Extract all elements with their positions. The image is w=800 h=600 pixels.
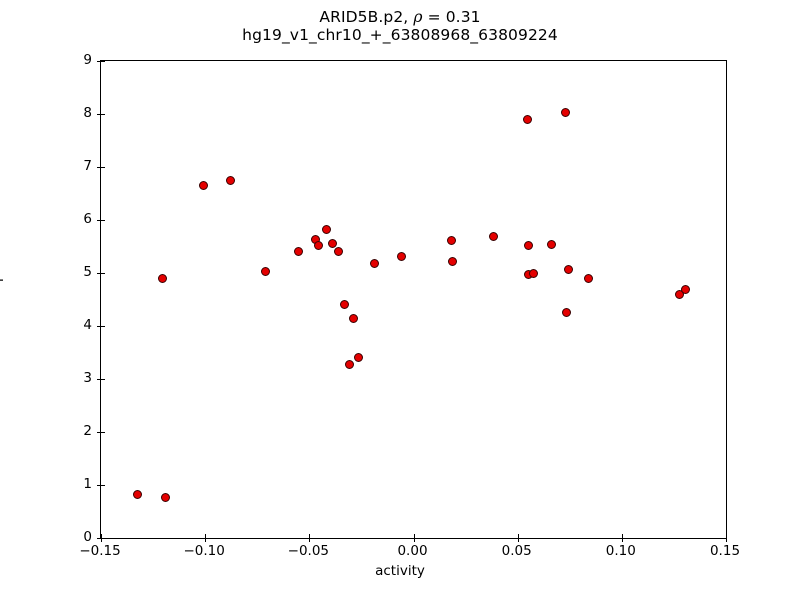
x-axis-tick-mark-inner — [101, 534, 102, 538]
scatter-point — [561, 108, 571, 118]
x-axis-tick-mark — [309, 538, 311, 542]
scatter-point — [396, 251, 406, 261]
scatter-point — [348, 314, 358, 324]
y-axis-tick-mark — [97, 61, 101, 62]
scatter-point — [584, 273, 593, 283]
y-axis-label: expression — [0, 225, 4, 298]
y-axis-tick-mark-inner — [101, 379, 105, 380]
x-axis-tick-mark-inner — [205, 534, 207, 538]
y-axis-tick-mark-inner — [101, 220, 105, 221]
x-axis-tick-mark — [101, 538, 102, 542]
x-axis-tick-label: −0.05 — [287, 543, 330, 559]
scatter-point — [528, 268, 538, 278]
scatter-point — [680, 285, 690, 295]
scatter-point — [446, 236, 456, 246]
x-axis-tick-label: −0.10 — [183, 543, 225, 559]
scatter-point — [161, 492, 171, 502]
y-axis-tick-mark — [97, 538, 101, 539]
scatter-point — [294, 247, 304, 257]
y-axis-tick-label: 9 — [83, 52, 92, 68]
y-axis-tick-mark-inner — [101, 538, 105, 539]
scatter-point — [562, 308, 572, 318]
scatter-point — [345, 360, 355, 370]
scatter-point — [157, 274, 167, 284]
scatter-point — [314, 240, 324, 250]
y-axis-tick-mark — [97, 273, 101, 274]
y-axis-tick-mark — [97, 432, 101, 433]
x-axis-tick-mark — [517, 538, 519, 542]
scatter-point — [321, 224, 331, 234]
y-axis-tick-mark-inner — [101, 167, 105, 168]
scatter-point — [261, 266, 271, 276]
y-axis-tick-mark — [97, 379, 101, 380]
y-axis-tick-label: 6 — [83, 211, 92, 227]
x-axis-tick-mark-inner — [621, 534, 623, 538]
y-axis-tick-mark — [97, 326, 101, 327]
x-axis-label: activity — [375, 563, 425, 579]
y-axis-tick-label: 1 — [83, 476, 92, 492]
y-axis-tick-mark — [97, 114, 101, 115]
rho-symbol: ρ — [413, 8, 423, 26]
scatter-point — [522, 114, 532, 124]
scatter-point — [225, 176, 235, 186]
x-axis-tick-mark-inner — [413, 534, 415, 538]
scatter-point — [546, 239, 556, 249]
y-axis-tick-mark — [97, 485, 101, 486]
y-axis-tick-mark-inner — [101, 485, 105, 486]
x-axis-tick-label: 0.00 — [397, 543, 428, 559]
x-axis-tick-label: 0.05 — [501, 543, 532, 559]
chart-title-rho-value: = 0.31 — [422, 8, 481, 26]
scatter-point — [564, 265, 574, 275]
chart-title-line-1: ARID5B.p2, ρ = 0.31 — [0, 8, 800, 26]
y-axis-tick-mark — [97, 220, 101, 221]
x-axis-tick-mark-inner — [309, 534, 311, 538]
y-axis-tick-mark-inner — [101, 326, 105, 327]
scatter-point — [674, 290, 684, 300]
y-axis-tick-mark-inner — [101, 114, 105, 115]
chart-title-prefix: ARID5B.p2, — [319, 8, 414, 26]
y-axis-tick-mark-inner — [101, 61, 105, 62]
y-axis-tick-label: 7 — [83, 158, 92, 174]
y-axis-tick-label: 2 — [83, 423, 92, 439]
x-axis-tick-label: 0.15 — [709, 543, 741, 559]
scatter-point — [353, 353, 363, 363]
plot-data-area — [101, 61, 726, 538]
scatter-point — [447, 256, 457, 266]
x-axis-tick-mark-inner — [517, 534, 519, 538]
y-axis-tick-label: 0 — [83, 529, 92, 545]
y-axis-tick-label: 3 — [83, 370, 92, 386]
scatter-point — [327, 239, 337, 249]
x-axis-tick-label: −0.15 — [79, 543, 121, 559]
x-axis-tick-mark-inner — [726, 534, 727, 538]
plot-frame — [97, 60, 727, 542]
y-axis-tick-label: 8 — [83, 105, 92, 121]
chart-title: ARID5B.p2, ρ = 0.31 hg19_v1_chr10_+_6380… — [0, 8, 800, 45]
x-axis-tick-label: 0.10 — [605, 543, 636, 559]
scatter-point — [198, 181, 208, 191]
scatter-point — [340, 300, 350, 310]
scatter-point — [489, 231, 499, 241]
x-axis-tick-mark — [413, 538, 415, 542]
y-axis-tick-label: 4 — [83, 317, 92, 333]
x-axis-tick-mark — [726, 538, 727, 542]
x-axis-tick-mark — [621, 538, 623, 542]
y-axis-tick-label: 5 — [83, 264, 92, 280]
scatter-point — [334, 246, 343, 256]
y-axis-tick-mark — [97, 167, 101, 168]
y-axis-tick-mark-inner — [101, 432, 105, 433]
x-axis-tick-mark — [205, 538, 207, 542]
scatter-point — [370, 259, 380, 269]
y-axis-tick-mark-inner — [101, 273, 105, 274]
scatter-point — [132, 489, 142, 499]
scatter-point — [523, 241, 533, 251]
chart-subtitle: hg19_v1_chr10_+_63808968_63809224 — [242, 26, 558, 45]
